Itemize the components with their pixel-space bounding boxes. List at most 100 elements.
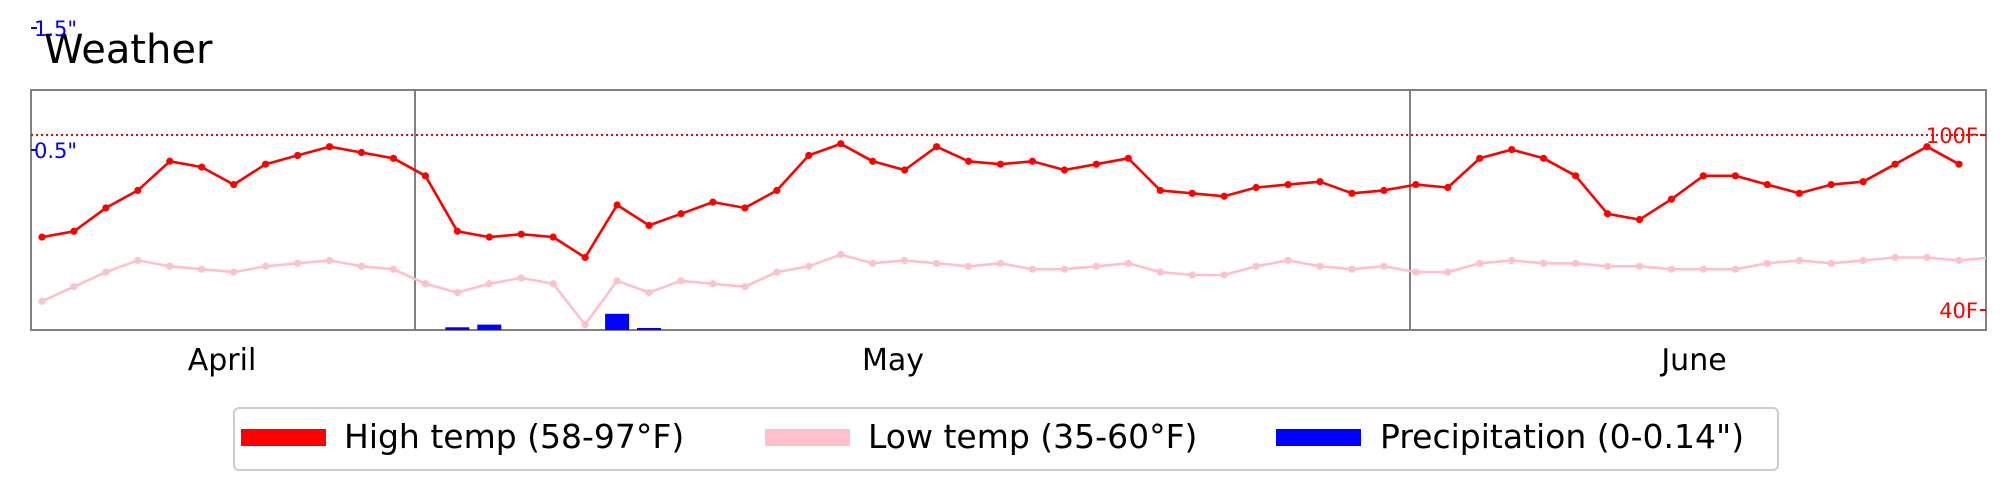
low-temp-point [1220, 271, 1228, 279]
high-temp-point [421, 172, 429, 180]
high-temp-point [325, 143, 334, 151]
low-temp-point [996, 259, 1005, 267]
low-temp-point [837, 250, 845, 259]
high-temp-point [1380, 186, 1388, 195]
high-temp-point [1667, 195, 1676, 203]
high-temp-point [1028, 157, 1037, 165]
low-temp-point [1827, 259, 1835, 267]
high-temp-point [1220, 192, 1228, 200]
high-temp-point [198, 163, 206, 171]
high-temp-point [1795, 189, 1803, 197]
high-temp-point [645, 221, 653, 230]
high-temp-point [1444, 183, 1452, 192]
high-temp-point [613, 201, 621, 209]
low-temp-point [1635, 262, 1644, 270]
high-temp-point [1092, 160, 1100, 168]
high-temp-point [1156, 186, 1164, 195]
low-temp-point [70, 283, 78, 291]
high-temp-point [1891, 160, 1899, 168]
high-temp-point [389, 154, 398, 162]
chart-title: Weather [44, 27, 213, 73]
low-temp-point [1028, 265, 1037, 273]
left-axis-tick-label: 1.5" [34, 17, 77, 41]
low-temp-point [1699, 265, 1707, 273]
low-temp-point [389, 265, 398, 273]
low-temp-point [1060, 265, 1068, 273]
high-temp-point [1955, 160, 1963, 168]
high-temp-point [1316, 178, 1324, 186]
left-axis-tick-label: 0.5" [34, 139, 77, 163]
legend-label-high-temp: High temp (58-97°F) [344, 417, 684, 456]
low-temp-point [1763, 259, 1771, 267]
plot-frame [30, 89, 1987, 331]
precipitation-bar [637, 328, 662, 330]
low-temp-point [581, 320, 589, 329]
legend-label-low-temp: Low temp (35-60°F) [868, 417, 1197, 456]
low-temp-point [1380, 262, 1388, 270]
low-temp-point [1412, 268, 1420, 276]
low-temp-point [709, 280, 717, 288]
high-temp-point [741, 204, 749, 212]
low-temp-point [357, 262, 366, 270]
low-temp-point [1252, 262, 1260, 270]
high-temp-point [1859, 178, 1867, 186]
low-temp-point [294, 259, 302, 267]
month-labels: April May June [188, 343, 1727, 378]
high-temp-point [166, 157, 174, 165]
low-temp-point [485, 280, 493, 288]
low-temp-point [1572, 259, 1580, 267]
low-temp-point [1284, 256, 1292, 265]
legend-swatch-high-temp [241, 429, 326, 446]
plot-area [30, 89, 1987, 331]
low-temp-point [453, 288, 461, 297]
low-temp-point [1667, 265, 1676, 273]
low-temp-point [613, 277, 621, 285]
low-temp-point [1092, 262, 1100, 270]
high-temp-point [1124, 154, 1132, 162]
low-temp-point [1444, 268, 1452, 276]
high-temp-point [1060, 166, 1068, 174]
high-temp-point [933, 143, 941, 151]
high-temp-point [1540, 154, 1548, 162]
axis-ticks: 0.5" 1.5" 40F 100F [31, 17, 1986, 323]
low-temp-point [964, 262, 973, 270]
low-temp-point [1987, 254, 1994, 261]
high-temp-point [901, 166, 909, 174]
high-temp-point [677, 210, 685, 218]
high-temp-point [805, 151, 813, 160]
legend: High temp (58-97°F) Low temp (35-60°F) P… [233, 407, 1779, 471]
low-temp-point [901, 256, 909, 265]
low-temp-point [805, 262, 813, 270]
high-temp-point [1763, 180, 1771, 189]
high-temp-point [1508, 145, 1516, 154]
high-temp-point [1476, 154, 1484, 162]
low-temp-point [1731, 265, 1739, 273]
low-temp-point [1476, 259, 1484, 267]
high-temp-point [1412, 180, 1420, 189]
low-temp-line [41, 253, 1986, 326]
high-temp-point [262, 160, 270, 168]
high-temp-point [1348, 189, 1356, 197]
low-temp-point [38, 297, 46, 305]
high-temp-point [1731, 172, 1739, 180]
high-temp-point [549, 233, 557, 241]
high-temp-point [1827, 180, 1835, 189]
low-temp-point [198, 265, 206, 273]
legend-frame [233, 407, 1779, 471]
high-temp-point [1188, 189, 1196, 197]
high-temp-point [996, 160, 1005, 168]
high-temp-point [1699, 172, 1707, 180]
low-temp-point [1348, 265, 1356, 273]
low-temp-point [262, 262, 270, 270]
legend-label-precipitation: Precipitation (0-0.14") [1380, 417, 1744, 456]
low-temp-point [1156, 268, 1164, 276]
high-temp-point [453, 227, 461, 235]
low-temp-point [134, 256, 142, 265]
legend-swatch-low-temp [765, 429, 850, 446]
high-temp-point [357, 148, 366, 157]
low-temp-point [1859, 256, 1867, 265]
high-temp-point [1572, 172, 1580, 180]
high-temp-point [581, 253, 589, 262]
month-dividers [414, 90, 1411, 330]
